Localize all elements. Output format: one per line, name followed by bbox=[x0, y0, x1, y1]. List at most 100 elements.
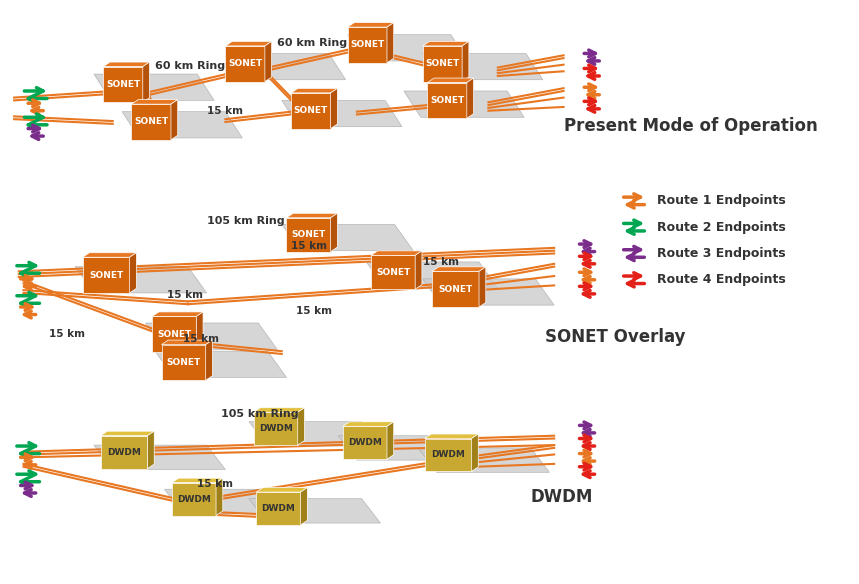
Text: 15 km: 15 km bbox=[49, 329, 85, 339]
Polygon shape bbox=[103, 62, 149, 67]
Polygon shape bbox=[101, 436, 148, 468]
Text: 60 km Ring: 60 km Ring bbox=[277, 38, 347, 48]
Polygon shape bbox=[205, 340, 212, 380]
Text: SONET: SONET bbox=[89, 270, 123, 280]
Polygon shape bbox=[462, 41, 469, 82]
Polygon shape bbox=[423, 279, 554, 305]
Polygon shape bbox=[331, 213, 338, 252]
Polygon shape bbox=[286, 213, 338, 218]
Text: 105 km Ring: 105 km Ring bbox=[207, 217, 284, 227]
Polygon shape bbox=[75, 267, 207, 293]
Text: 15 km: 15 km bbox=[183, 334, 219, 344]
Polygon shape bbox=[249, 499, 381, 523]
Polygon shape bbox=[145, 323, 277, 349]
Polygon shape bbox=[338, 436, 470, 460]
Polygon shape bbox=[415, 251, 422, 289]
Polygon shape bbox=[82, 257, 130, 293]
Text: SONET: SONET bbox=[167, 358, 201, 367]
Polygon shape bbox=[197, 312, 203, 352]
Polygon shape bbox=[466, 78, 473, 118]
Polygon shape bbox=[152, 312, 203, 317]
Polygon shape bbox=[343, 422, 393, 426]
Text: DWDM: DWDM bbox=[531, 488, 593, 506]
Text: SONET: SONET bbox=[106, 80, 140, 89]
Polygon shape bbox=[348, 34, 468, 61]
Polygon shape bbox=[161, 340, 212, 345]
Polygon shape bbox=[366, 262, 498, 288]
Text: SONET: SONET bbox=[376, 268, 411, 277]
Text: 15 km: 15 km bbox=[423, 257, 459, 267]
Polygon shape bbox=[301, 488, 308, 525]
Text: 15 km: 15 km bbox=[168, 290, 204, 300]
Polygon shape bbox=[348, 23, 393, 27]
Text: 15 km: 15 km bbox=[295, 305, 332, 315]
Text: DWDM: DWDM bbox=[177, 495, 211, 503]
Polygon shape bbox=[82, 253, 137, 257]
Polygon shape bbox=[225, 41, 271, 46]
Polygon shape bbox=[432, 272, 479, 307]
Polygon shape bbox=[257, 492, 301, 525]
Polygon shape bbox=[249, 422, 381, 446]
Polygon shape bbox=[131, 104, 171, 140]
Text: DWDM: DWDM bbox=[348, 438, 382, 447]
Polygon shape bbox=[282, 100, 402, 127]
Polygon shape bbox=[172, 482, 216, 516]
Text: SONET: SONET bbox=[425, 59, 460, 68]
Polygon shape bbox=[428, 82, 466, 118]
Polygon shape bbox=[148, 431, 155, 468]
Text: SONET: SONET bbox=[294, 106, 328, 115]
Polygon shape bbox=[404, 91, 524, 117]
Text: DWDM: DWDM bbox=[259, 424, 293, 433]
Polygon shape bbox=[291, 93, 331, 128]
Text: 60 km Ring: 60 km Ring bbox=[155, 61, 225, 71]
Polygon shape bbox=[424, 439, 472, 471]
Polygon shape bbox=[423, 41, 469, 46]
Polygon shape bbox=[423, 53, 543, 80]
Text: DWDM: DWDM bbox=[261, 504, 295, 513]
Text: SONET: SONET bbox=[438, 284, 472, 294]
Polygon shape bbox=[423, 46, 462, 82]
Polygon shape bbox=[286, 218, 331, 252]
Polygon shape bbox=[161, 345, 205, 380]
Text: DWDM: DWDM bbox=[107, 448, 141, 457]
Polygon shape bbox=[282, 224, 413, 251]
Polygon shape bbox=[164, 489, 295, 514]
Text: Route 3 Endpoints: Route 3 Endpoints bbox=[657, 247, 786, 260]
Polygon shape bbox=[172, 478, 222, 482]
Text: SONET: SONET bbox=[291, 230, 326, 239]
Polygon shape bbox=[152, 317, 197, 352]
Polygon shape bbox=[428, 78, 473, 82]
Polygon shape bbox=[291, 88, 338, 93]
Text: SONET: SONET bbox=[430, 96, 464, 105]
Polygon shape bbox=[265, 41, 271, 82]
Text: DWDM: DWDM bbox=[431, 450, 465, 460]
Text: SONET: SONET bbox=[134, 117, 168, 127]
Polygon shape bbox=[171, 100, 178, 140]
Text: SONET: SONET bbox=[350, 40, 384, 50]
Polygon shape bbox=[253, 412, 298, 445]
Polygon shape bbox=[216, 478, 222, 516]
Polygon shape bbox=[387, 23, 393, 63]
Polygon shape bbox=[371, 251, 422, 255]
Polygon shape bbox=[131, 100, 178, 104]
Text: 15 km: 15 km bbox=[291, 241, 327, 251]
Polygon shape bbox=[298, 408, 304, 445]
Polygon shape bbox=[94, 445, 225, 470]
Polygon shape bbox=[472, 434, 478, 471]
Polygon shape bbox=[432, 267, 486, 272]
Polygon shape bbox=[348, 27, 387, 63]
Polygon shape bbox=[101, 431, 155, 436]
Polygon shape bbox=[479, 267, 486, 307]
Polygon shape bbox=[253, 408, 304, 412]
Polygon shape bbox=[418, 448, 550, 472]
Text: Route 1 Endpoints: Route 1 Endpoints bbox=[657, 194, 786, 207]
Text: SONET: SONET bbox=[228, 59, 262, 68]
Polygon shape bbox=[331, 88, 338, 128]
Text: 15 km: 15 km bbox=[207, 106, 242, 116]
Polygon shape bbox=[155, 351, 286, 377]
Polygon shape bbox=[343, 426, 387, 459]
Polygon shape bbox=[103, 67, 143, 102]
Polygon shape bbox=[122, 112, 242, 138]
Polygon shape bbox=[225, 46, 265, 82]
Polygon shape bbox=[257, 488, 308, 492]
